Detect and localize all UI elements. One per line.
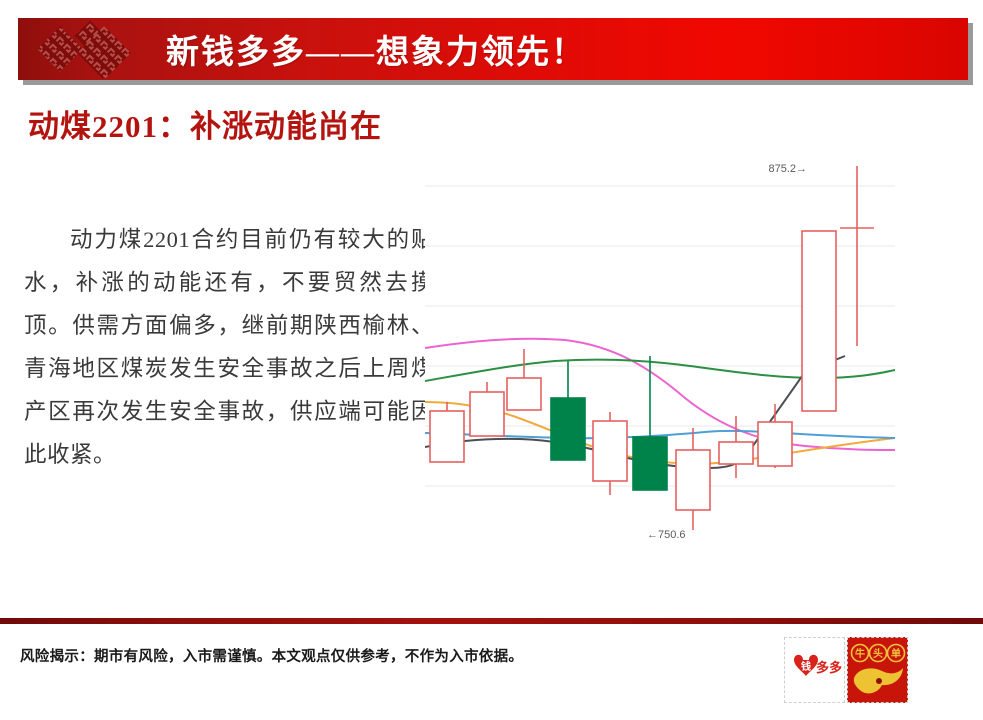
stamp-char-0: 牛 bbox=[855, 647, 865, 660]
section-body-text: 动力煤2201合约目前仍有较大的贴水，补涨的动能还有，不要贸然去摸顶。供需方面偏… bbox=[24, 227, 434, 467]
high-price-label: 875.2→ bbox=[768, 163, 807, 175]
footer-logos: 钱 多多 牛 头 单 bbox=[784, 637, 909, 703]
qianduoduo-stamp-art: 钱 多多 bbox=[794, 654, 842, 676]
page-title: 新钱多多——想象力领先！ bbox=[166, 35, 586, 71]
bull-nose-icon bbox=[876, 678, 882, 684]
risk-disclaimer: 风险揭示：期市有风险，入市需谨慎。本文观点仅供参考，不作为入市依据。 bbox=[20, 649, 524, 665]
heart-icon bbox=[794, 654, 818, 676]
section-heading: 动煤2201：补涨动能尚在 bbox=[28, 109, 382, 144]
candle-4 bbox=[592, 412, 628, 495]
niutoudan-stamp-art: 牛 头 单 bbox=[848, 638, 907, 702]
candle-10 bbox=[840, 166, 874, 346]
candle-2 bbox=[506, 349, 542, 411]
stamp-char-1: 头 bbox=[873, 647, 883, 660]
banner-background: 新钱多多——想象力领先！ bbox=[18, 18, 968, 80]
candle-9 bbox=[801, 230, 837, 412]
candle-6 bbox=[675, 428, 711, 530]
candle-0 bbox=[429, 402, 465, 463]
footer-divider bbox=[0, 618, 983, 624]
stamp-left-text: 多多 bbox=[816, 660, 842, 675]
candlestick-series bbox=[429, 166, 874, 530]
candle-8 bbox=[757, 404, 793, 468]
candle-5 bbox=[632, 356, 668, 491]
candle-1 bbox=[469, 382, 505, 437]
stamp-char-2: 单 bbox=[891, 647, 901, 660]
candle-3 bbox=[550, 361, 586, 461]
header-banner: 新钱多多——想象力领先！ bbox=[18, 18, 973, 85]
qianduoduo-diamond-logo bbox=[37, 20, 131, 78]
stamp-heart-char: 钱 bbox=[801, 660, 811, 673]
low-price-label: ←750.6 bbox=[647, 529, 686, 541]
qianduoduo-stamp: 钱 多多 bbox=[784, 637, 845, 703]
niutoudan-stamp: 牛 头 单 bbox=[847, 637, 908, 703]
chart-svg: 875.2→ ←750.6 bbox=[425, 163, 895, 541]
candle-7 bbox=[718, 416, 754, 478]
candlestick-chart: 875.2→ ←750.6 bbox=[425, 150, 895, 560]
